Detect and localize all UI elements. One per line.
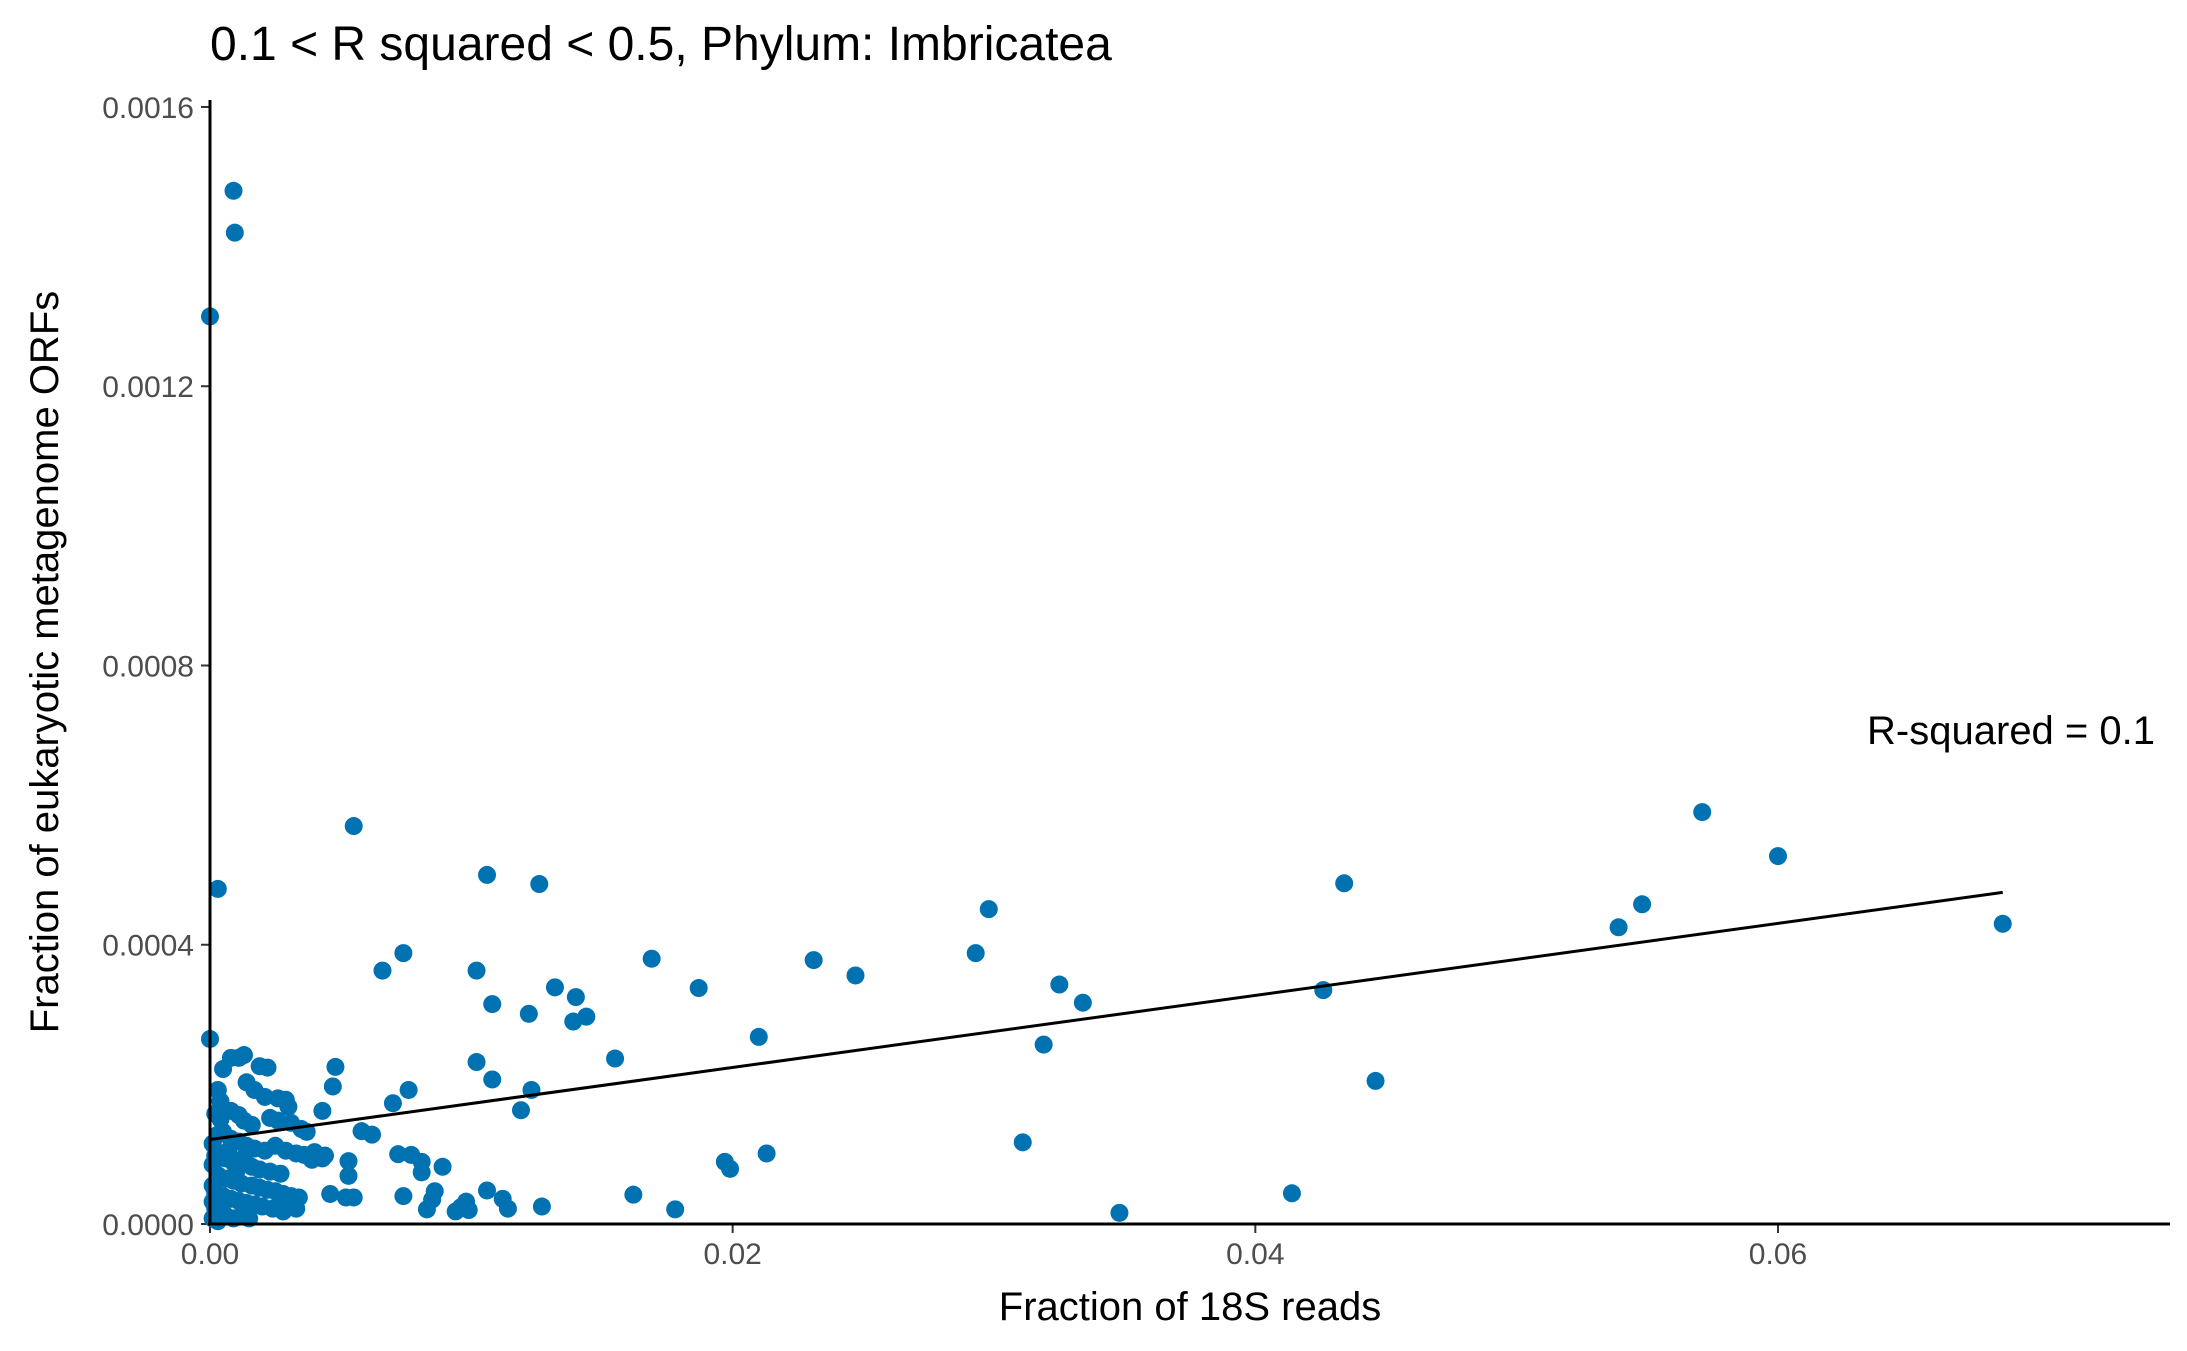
- data-point: [321, 1184, 340, 1203]
- data-point: [203, 1176, 222, 1195]
- data-point: [373, 961, 392, 980]
- data-point: [498, 1199, 517, 1218]
- data-point: [203, 1155, 222, 1174]
- data-point: [483, 1070, 502, 1089]
- x-tick-label: 0.02: [703, 1238, 761, 1271]
- data-point: [313, 1101, 332, 1120]
- data-point: [224, 181, 243, 200]
- y-tick-label: 0.0000: [102, 1209, 194, 1242]
- y-tick-label: 0.0008: [102, 650, 194, 683]
- data-point: [519, 1004, 538, 1023]
- data-point: [211, 1110, 230, 1129]
- data-point: [242, 1115, 261, 1134]
- data-point: [279, 1097, 298, 1116]
- y-axis-ticks: 0.0000 0.0004 0.0008 0.0012 0.0016: [102, 92, 210, 1242]
- data-point: [208, 879, 227, 898]
- data-point: [564, 1012, 583, 1031]
- data-point: [208, 1212, 227, 1231]
- data-point: [339, 1152, 358, 1171]
- data-point: [478, 1181, 497, 1200]
- data-point: [339, 1166, 358, 1185]
- data-point: [326, 1057, 345, 1076]
- regression-line: [209, 890, 2003, 1142]
- data-point: [606, 1049, 625, 1068]
- data-point: [394, 944, 413, 963]
- data-point: [399, 1080, 418, 1099]
- data-point: [530, 875, 549, 894]
- data-point: [412, 1163, 431, 1182]
- chart-title: 0.1 < R squared < 0.5, Phylum: Imbricate…: [210, 18, 1112, 71]
- data-point: [344, 817, 363, 836]
- data-point: [467, 1053, 486, 1072]
- x-tick-label: 0.00: [181, 1238, 239, 1271]
- x-axis-label: Fraction of 18S reads: [999, 1285, 1381, 1329]
- data-point: [478, 865, 497, 884]
- y-tick-label: 0.0012: [102, 371, 194, 404]
- data-point: [642, 949, 661, 968]
- data-point: [203, 1192, 222, 1211]
- data-point: [219, 1141, 238, 1160]
- y-tick-label: 0.0004: [102, 930, 194, 963]
- data-point: [225, 223, 244, 242]
- data-point: [846, 966, 865, 985]
- data-point: [323, 1077, 342, 1096]
- y-axis-label: Fraction of eukaryotic metagenome ORFs: [23, 291, 67, 1034]
- data-point: [417, 1200, 436, 1219]
- data-point: [234, 1148, 253, 1167]
- data-point: [271, 1164, 290, 1183]
- data-point: [979, 900, 998, 919]
- x-tick-label: 0.06: [1749, 1238, 1807, 1271]
- x-tick-label: 0.04: [1226, 1238, 1284, 1271]
- data-point: [1050, 975, 1069, 994]
- data-point: [1693, 803, 1712, 822]
- data-point: [1110, 1203, 1129, 1222]
- data-point: [344, 1188, 363, 1207]
- data-point: [1633, 895, 1652, 914]
- data-point: [389, 1145, 408, 1164]
- data-point: [966, 944, 985, 963]
- data-point: [394, 1187, 413, 1206]
- data-point: [433, 1157, 452, 1176]
- data-points: [201, 181, 2012, 1231]
- data-point: [255, 1087, 274, 1106]
- data-point: [363, 1125, 382, 1144]
- data-point: [804, 951, 823, 970]
- data-point: [757, 1144, 776, 1163]
- y-tick-label: 0.0016: [102, 92, 194, 125]
- data-point: [1366, 1071, 1385, 1090]
- data-point: [1073, 993, 1092, 1012]
- data-point: [721, 1159, 740, 1178]
- data-point: [1282, 1184, 1301, 1203]
- data-point: [511, 1101, 530, 1120]
- data-point: [1769, 847, 1787, 866]
- data-point: [1034, 1035, 1053, 1054]
- data-point: [545, 978, 564, 997]
- data-point: [666, 1200, 685, 1219]
- data-point: [624, 1185, 643, 1204]
- data-point: [483, 995, 502, 1014]
- data-point: [383, 1094, 402, 1113]
- data-point: [234, 1046, 253, 1065]
- r-squared-annotation: R-squared = 0.1: [1867, 709, 2155, 753]
- data-point: [1013, 1133, 1032, 1152]
- data-point: [457, 1192, 476, 1211]
- data-point: [287, 1199, 306, 1218]
- data-point: [566, 988, 585, 1007]
- data-point: [532, 1197, 551, 1216]
- data-point: [689, 979, 708, 998]
- data-point: [1993, 914, 2012, 933]
- data-point: [258, 1058, 277, 1077]
- data-point: [1335, 874, 1354, 893]
- data-point: [467, 961, 486, 980]
- x-axis-ticks: 0.00 0.02 0.04 0.06: [181, 1224, 1807, 1271]
- data-point: [227, 1162, 246, 1181]
- data-point: [749, 1027, 768, 1046]
- data-point: [1609, 918, 1628, 937]
- data-point: [313, 1149, 332, 1168]
